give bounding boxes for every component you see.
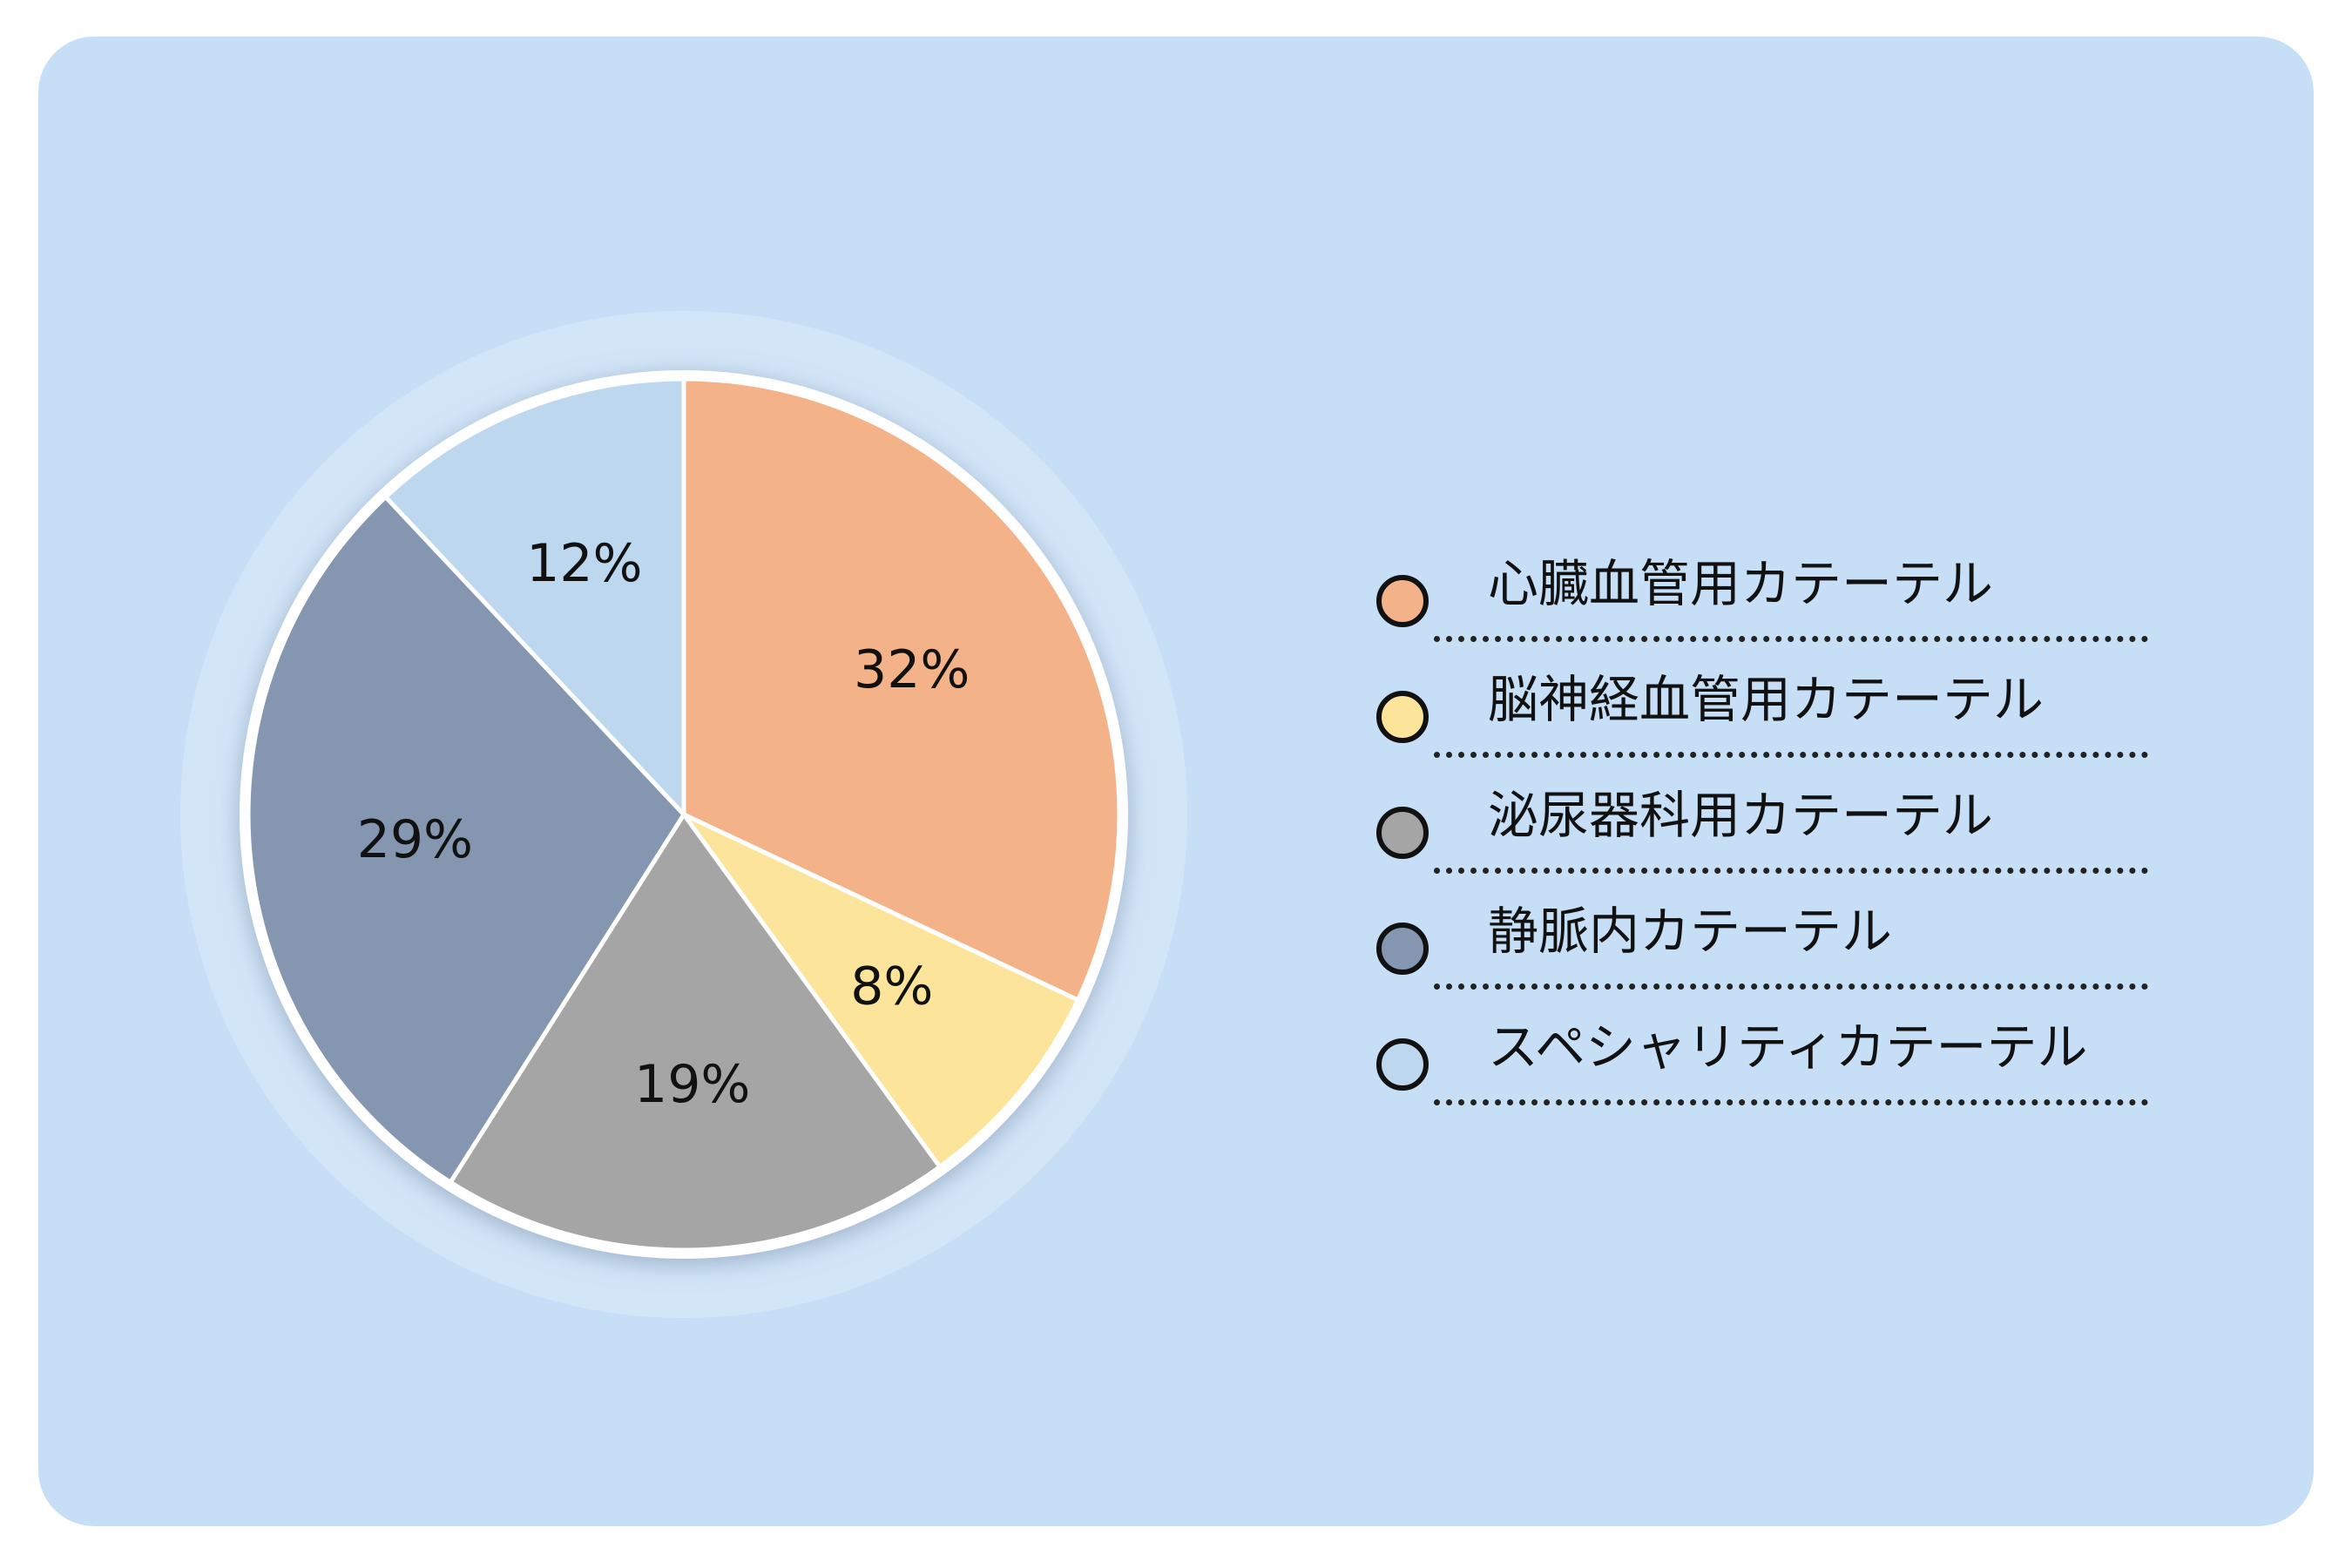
- legend-item-specialty: スペシャリティカテーテル: [1376, 1012, 2160, 1105]
- legend-marker: [1376, 923, 1429, 975]
- legend-label: 脳神経血管用カテーテル: [1488, 670, 2044, 729]
- pie-slice-specialty: [383, 376, 686, 817]
- legend-item-cardiovascular: 心臓血管用カテーテル: [1376, 549, 2160, 642]
- pie-data-label-cardiovascular: 32%: [854, 639, 970, 700]
- legend-item-neurovascular: 脳神経血管用カテーテル: [1376, 665, 2160, 758]
- legend-dotted-rule: [1434, 983, 2148, 990]
- legend-label: 泌尿器科用カテーテル: [1488, 786, 1994, 845]
- pie-slices: [246, 376, 1122, 1253]
- legend-marker: [1376, 1038, 1429, 1091]
- pie-slice-neurovascular: [681, 812, 1080, 1170]
- legend-label: スペシャリティカテーテル: [1488, 1017, 2088, 1077]
- legend-label: 静脈内カテーテル: [1488, 902, 1893, 961]
- legend-label: 心臓血管用カテーテル: [1488, 554, 1994, 613]
- legend-marker: [1376, 575, 1429, 627]
- pie-data-label-neurovascular: 8%: [850, 956, 933, 1017]
- pie-data-label-intravenous: 29%: [357, 809, 473, 870]
- pie-data-label-urology: 19%: [634, 1054, 750, 1115]
- pie-slice-labels: 32% 8% 19% 29% 12%: [357, 533, 970, 1115]
- legend-marker: [1376, 807, 1429, 859]
- legend-dotted-rule: [1434, 636, 2148, 642]
- legend-marker: [1376, 691, 1429, 743]
- pie-data-label-specialty: 12%: [526, 533, 642, 594]
- legend-dotted-rule: [1434, 1099, 2148, 1105]
- legend-dotted-rule: [1434, 752, 2148, 758]
- pie-slice-urology: [448, 812, 943, 1253]
- legend-dotted-rule: [1434, 868, 2148, 874]
- legend-item-intravenous: 静脈内カテーテル: [1376, 896, 2160, 990]
- pie-slice-cardiovascular: [681, 376, 1122, 1003]
- pie-slice-intravenous: [246, 495, 686, 1185]
- legend-item-urology: 泌尿器科用カテーテル: [1376, 781, 2160, 874]
